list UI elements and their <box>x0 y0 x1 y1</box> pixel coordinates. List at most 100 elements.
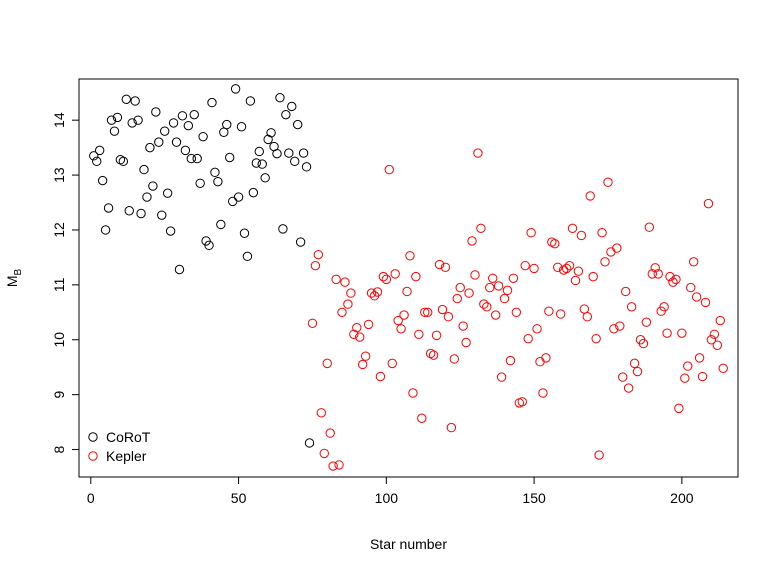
kepler-point <box>594 450 604 460</box>
corot-point <box>106 115 117 125</box>
kepler-point <box>411 271 421 282</box>
kepler-point <box>319 448 329 459</box>
corot-point <box>287 101 297 112</box>
x-axis-label: Star number <box>370 536 447 552</box>
corot-point <box>213 176 223 187</box>
kepler-point <box>334 460 344 470</box>
y-axis-label: MB <box>4 269 24 288</box>
kepler-point <box>414 329 424 339</box>
corot-point <box>162 188 173 198</box>
kepler-point <box>378 271 389 282</box>
kepler-point <box>618 372 628 382</box>
kepler-point <box>585 191 595 201</box>
corot-point <box>103 203 114 213</box>
kepler-point <box>564 260 575 271</box>
corot-point <box>112 112 123 123</box>
kepler-point <box>538 388 548 398</box>
corot-point <box>97 175 108 186</box>
corot-point <box>292 119 303 130</box>
kepler-point <box>576 230 587 241</box>
kepler-point <box>700 297 711 308</box>
kepler-point <box>555 309 566 319</box>
corot-point <box>284 148 294 158</box>
corot-point <box>263 134 273 145</box>
corot-point <box>251 158 262 168</box>
kepler-point <box>455 282 465 293</box>
kepler-point <box>375 371 386 382</box>
legend-label-kepler: Kepler <box>106 448 147 464</box>
kepler-point <box>496 372 507 382</box>
kepler-point <box>573 266 584 276</box>
plot-frame <box>78 78 739 478</box>
legend: CoRoT Kepler <box>88 429 151 464</box>
corot-point <box>109 126 120 136</box>
corot-point <box>301 162 312 172</box>
kepler-point <box>612 243 622 253</box>
corot-point <box>186 153 196 164</box>
kepler-point <box>428 350 439 360</box>
kepler-point <box>662 328 672 338</box>
kepler-point <box>337 307 347 318</box>
kepler-point <box>485 282 495 293</box>
kepler-point <box>694 353 705 363</box>
kepler-point <box>505 355 516 366</box>
kepler-point <box>502 285 513 296</box>
corot-point <box>142 192 152 202</box>
corot-point <box>227 196 238 207</box>
kepler-point <box>452 293 462 304</box>
y-axis: 8 9 10 11 12 13 14 <box>51 112 79 453</box>
kepler-point <box>567 223 578 234</box>
kepler-point <box>665 271 675 282</box>
corot-point <box>278 224 288 234</box>
kepler-point <box>547 237 557 247</box>
corot-point <box>89 151 99 161</box>
kepler-point <box>355 332 365 342</box>
corot-point <box>225 152 235 163</box>
kepler-point <box>550 238 560 249</box>
corot-point <box>94 145 105 156</box>
kepler-point <box>325 428 335 438</box>
corot-point <box>183 120 194 131</box>
kepler-point <box>582 312 592 322</box>
corot-point <box>136 208 146 219</box>
corot-point <box>145 142 155 153</box>
y-tick-label: 10 <box>51 332 67 348</box>
kepler-point <box>328 461 338 471</box>
corot-point <box>242 251 253 262</box>
kepler-point <box>482 302 492 312</box>
corot-point <box>124 206 134 216</box>
corot-point <box>222 119 232 130</box>
corot-point <box>254 146 264 157</box>
kepler-point <box>357 359 368 370</box>
kepler-point <box>417 413 427 423</box>
corot-point <box>139 164 149 175</box>
corot-point <box>195 178 205 189</box>
kepler-point <box>446 422 457 433</box>
kepler-point <box>623 383 634 393</box>
kepler-point <box>464 288 474 298</box>
kepler-point <box>458 321 468 331</box>
corot-point <box>177 111 188 121</box>
kepler-point <box>603 177 613 187</box>
x-tick-label: 200 <box>670 490 694 506</box>
kepler-point <box>322 358 332 369</box>
corot-point <box>257 159 267 169</box>
kepler-point <box>558 265 569 275</box>
kepler-point <box>372 287 383 297</box>
kepler-point <box>570 275 581 286</box>
kepler-point <box>718 363 728 374</box>
corot-point <box>210 167 220 178</box>
legend-marker-kepler <box>88 451 98 461</box>
kepler-point <box>609 324 619 334</box>
corot-point <box>192 153 202 164</box>
y-tick-label: 9 <box>51 391 67 399</box>
kepler-point <box>402 286 412 297</box>
kepler-point <box>366 288 377 298</box>
corot-point <box>133 115 143 125</box>
kepler-point <box>473 148 483 158</box>
kepler-point <box>600 257 610 267</box>
kepler-point <box>544 306 554 316</box>
x-tick-label: 0 <box>87 490 95 506</box>
corot-point <box>272 148 282 159</box>
